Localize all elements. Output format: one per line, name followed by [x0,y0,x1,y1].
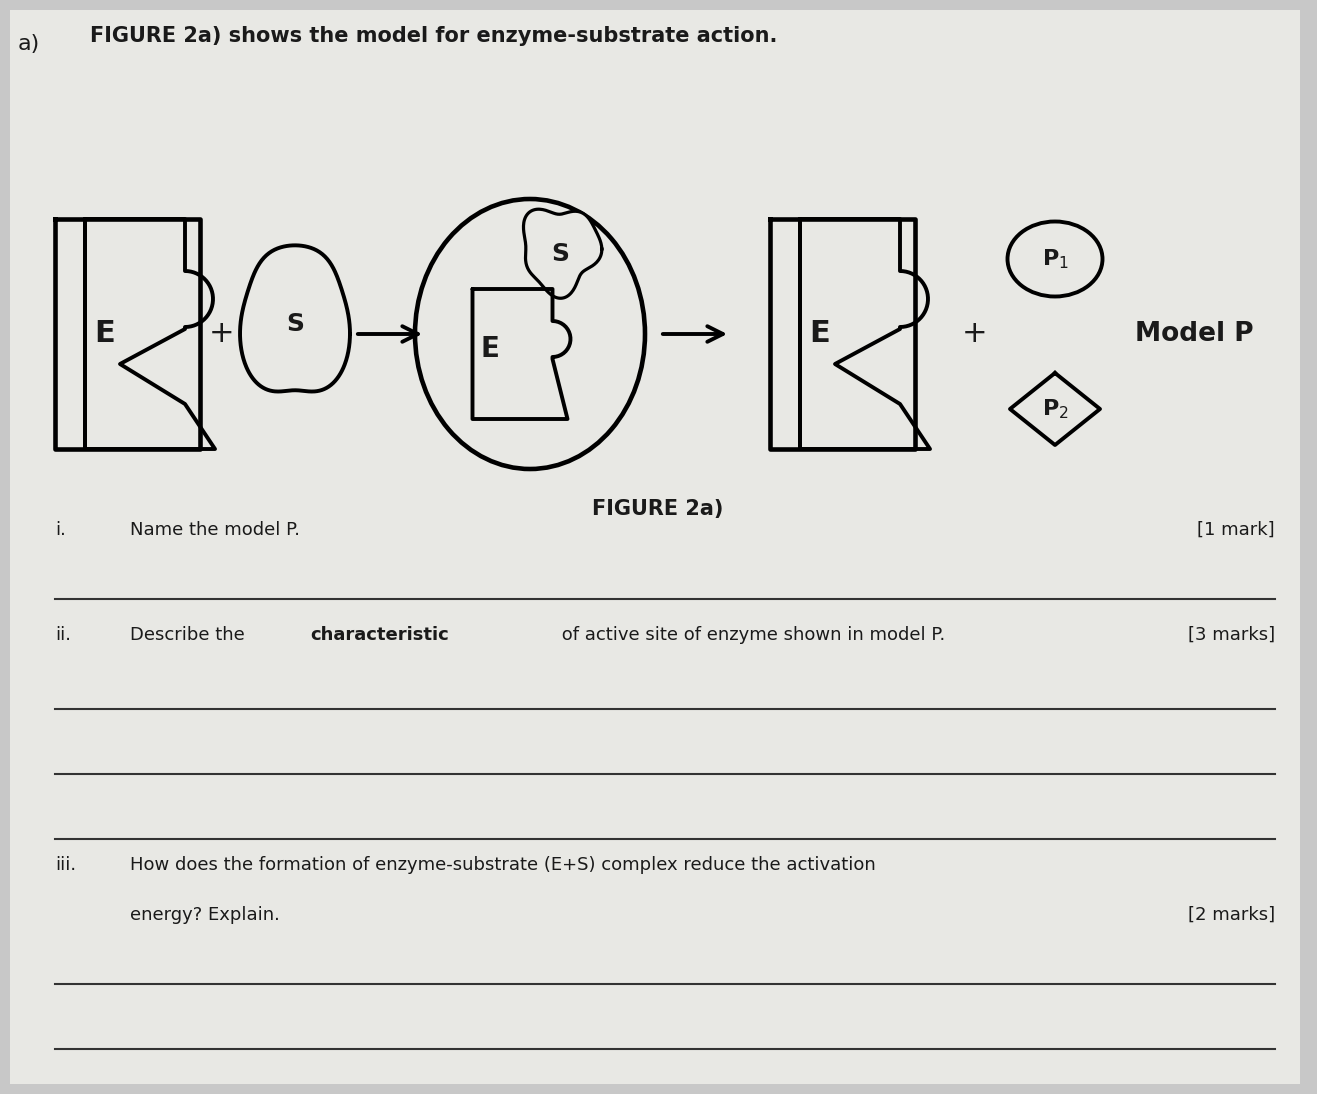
Text: P$_1$: P$_1$ [1042,247,1068,271]
Text: ii.: ii. [55,626,71,644]
Text: Model P: Model P [1135,321,1254,347]
Text: of active site of enzyme shown in model P.: of active site of enzyme shown in model … [556,626,946,644]
Text: FIGURE 2a): FIGURE 2a) [593,499,723,519]
Text: energy? Explain.: energy? Explain. [130,906,281,924]
FancyBboxPatch shape [11,10,1300,1084]
Text: [2 marks]: [2 marks] [1188,906,1275,924]
Text: How does the formation of enzyme-substrate (E+S) complex reduce the activation: How does the formation of enzyme-substra… [130,856,876,874]
Text: S: S [286,312,304,336]
Text: E: E [481,335,499,363]
Text: iii.: iii. [55,856,76,874]
Text: characteristic: characteristic [309,626,449,644]
Text: FIGURE 2a) shows the model for enzyme-substrate action.: FIGURE 2a) shows the model for enzyme-su… [90,26,777,46]
Text: +: + [963,319,988,349]
Text: [3 marks]: [3 marks] [1188,626,1275,644]
Text: Describe the: Describe the [130,626,250,644]
Text: [1 mark]: [1 mark] [1197,521,1275,539]
Text: S: S [551,242,569,266]
Text: Name the model P.: Name the model P. [130,521,300,539]
Text: i.: i. [55,521,66,539]
Text: E: E [95,319,116,349]
Text: P$_2$: P$_2$ [1042,397,1068,421]
Text: E: E [810,319,831,349]
Text: +: + [209,319,234,349]
Text: a): a) [18,34,41,54]
Polygon shape [523,209,602,299]
